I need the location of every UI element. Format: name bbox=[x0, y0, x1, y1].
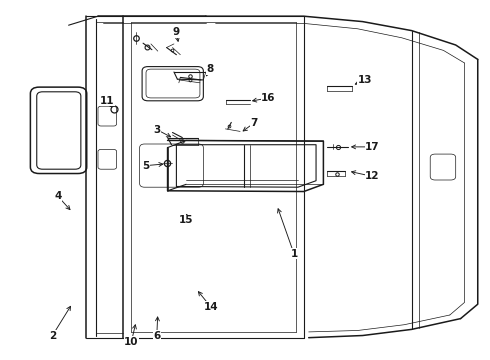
Text: 8: 8 bbox=[206, 64, 213, 74]
Text: 12: 12 bbox=[365, 171, 380, 181]
Text: 4: 4 bbox=[54, 191, 62, 201]
Text: 17: 17 bbox=[365, 142, 380, 152]
Text: 16: 16 bbox=[261, 93, 276, 103]
Text: 2: 2 bbox=[49, 330, 56, 341]
Text: 3: 3 bbox=[153, 125, 160, 135]
Text: 11: 11 bbox=[99, 96, 114, 106]
Text: 14: 14 bbox=[203, 302, 218, 312]
Text: 1: 1 bbox=[291, 249, 297, 259]
Text: 6: 6 bbox=[153, 330, 160, 341]
Text: 7: 7 bbox=[250, 118, 258, 128]
Text: 15: 15 bbox=[179, 215, 194, 225]
Text: 10: 10 bbox=[124, 337, 139, 347]
Text: 5: 5 bbox=[143, 161, 149, 171]
Text: 13: 13 bbox=[358, 75, 372, 85]
Text: 9: 9 bbox=[173, 27, 180, 37]
